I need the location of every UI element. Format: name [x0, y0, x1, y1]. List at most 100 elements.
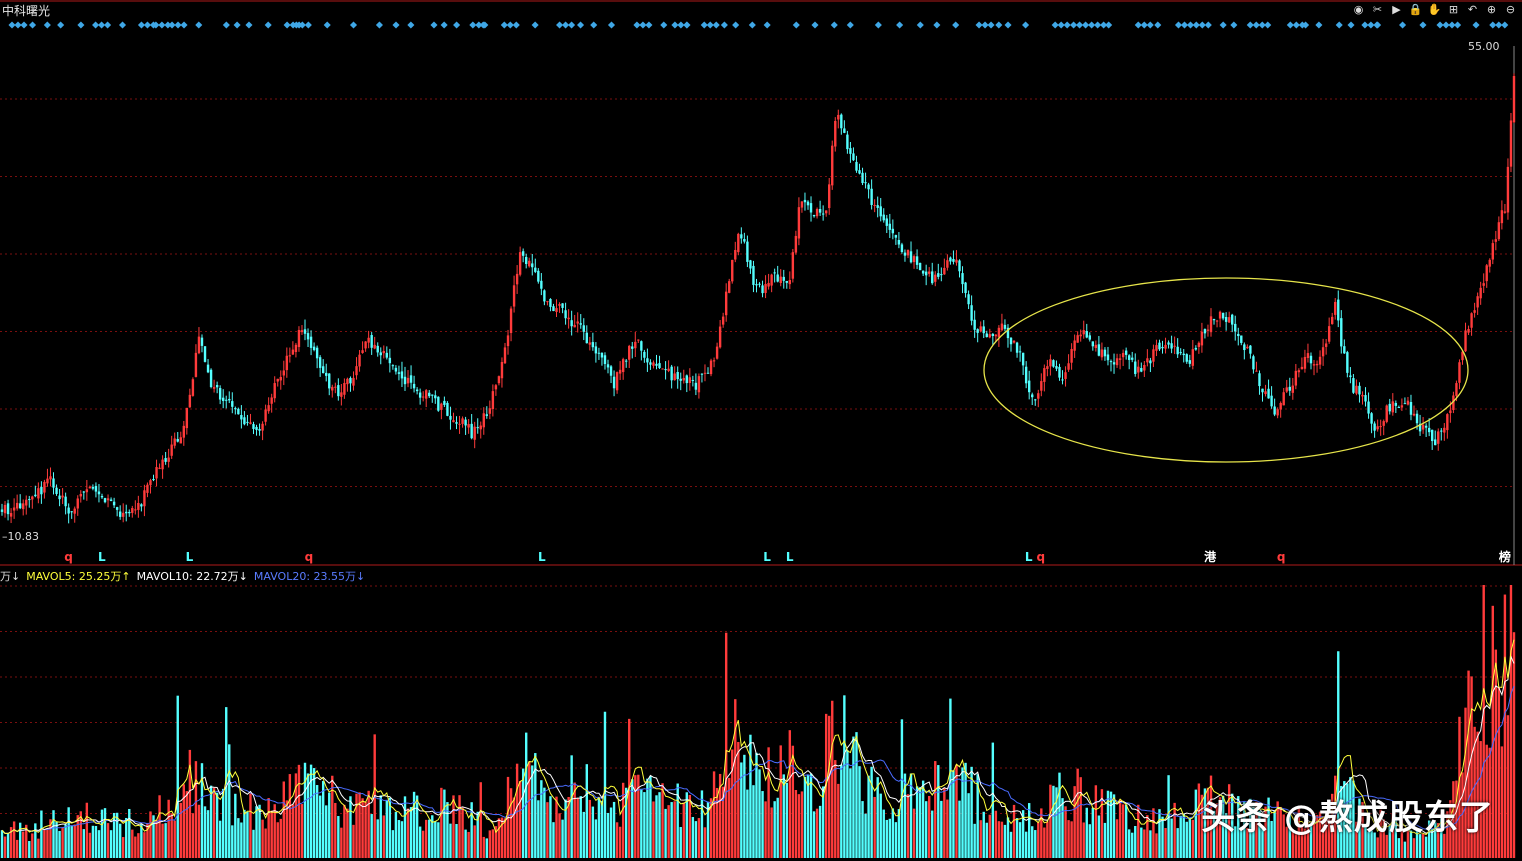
volume-bar: [1070, 821, 1073, 858]
candle-body: [573, 324, 576, 328]
candle-body: [249, 422, 252, 424]
candle-body: [170, 444, 173, 456]
candle-body: [834, 120, 837, 147]
volume-bar: [37, 838, 40, 858]
candle-body: [500, 362, 504, 379]
event-marker-icon: [531, 21, 539, 29]
event-marker-icon: [1315, 21, 1323, 29]
volume-bar: [52, 810, 55, 858]
volume-bar: [1000, 821, 1004, 858]
candle-body: [1294, 370, 1298, 386]
candle-body: [1112, 362, 1116, 365]
candle-body: [328, 373, 331, 389]
candle-body: [1049, 359, 1052, 367]
volume-bar: [1294, 834, 1298, 858]
volume-bar: [1358, 798, 1361, 858]
volume-bar: [1140, 827, 1143, 858]
candle-body: [206, 364, 210, 373]
candle-body: [364, 341, 367, 349]
volume-bar: [843, 695, 846, 858]
volume-bar: [800, 791, 804, 858]
candle-body: [821, 213, 825, 215]
candle-body: [28, 499, 31, 501]
candle-body: [1106, 354, 1110, 361]
candle-body: [182, 425, 186, 438]
candle-body: [528, 260, 531, 267]
candle-body: [434, 395, 437, 399]
volume-bar: [867, 775, 870, 858]
volume-bar: [428, 819, 431, 858]
mavol5-label: MAVOL5: 25.25万↑: [26, 570, 131, 583]
volume-bar: [552, 822, 555, 858]
watermark: 头条 @熬成股东了: [1201, 798, 1494, 838]
volume-bar: [146, 822, 149, 858]
candle-body: [9, 513, 13, 517]
event-marker-icon: [440, 21, 448, 29]
volume-bar: [703, 827, 707, 858]
volume-bar: [246, 812, 249, 858]
volume-bar: [676, 783, 679, 858]
eye-icon[interactable]: ◉: [1353, 3, 1364, 16]
volume-bar: [1315, 814, 1319, 858]
event-marker-icon: [1472, 21, 1480, 29]
candle-body: [534, 267, 537, 272]
volume-unit: 万↓: [0, 570, 21, 583]
volume-bar: [803, 776, 807, 858]
candle-body: [1412, 413, 1416, 416]
event-marker-icon: [479, 21, 487, 29]
candle-body: [97, 491, 101, 495]
event-label: q: [1036, 550, 1045, 564]
volume-bar: [1385, 834, 1388, 858]
volume-bar: [82, 829, 86, 858]
zoom-out-icon[interactable]: ⊖: [1505, 3, 1516, 16]
candle-body: [1161, 346, 1164, 349]
zoom-in-icon[interactable]: ⊕: [1486, 3, 1497, 16]
plus-box-icon[interactable]: ⊞: [1448, 3, 1459, 16]
candle-body: [1282, 392, 1285, 406]
candle-body: [412, 383, 416, 389]
volume-bar: [1267, 797, 1270, 858]
volume-bar: [943, 788, 946, 858]
volume-bar: [234, 793, 237, 858]
volume-bar: [418, 826, 422, 858]
volume-bar: [100, 809, 104, 858]
volume-bar: [531, 765, 534, 858]
candle-body: [1215, 320, 1219, 322]
volume-bar: [658, 792, 661, 858]
candle-body: [437, 396, 440, 411]
event-marker-icon: [245, 21, 253, 29]
candle-body: [585, 332, 589, 344]
candle-body: [631, 346, 634, 349]
candle-body: [137, 502, 140, 510]
volume-bar: [1391, 813, 1394, 858]
candle-body: [1164, 344, 1167, 349]
candle-body: [122, 512, 125, 517]
event-marker-icon: [732, 21, 740, 29]
hand-icon[interactable]: ✋: [1427, 3, 1442, 16]
volume-bar: [1455, 780, 1458, 858]
candle-body: [643, 351, 646, 358]
volume-bar: [567, 796, 570, 858]
candle-body: [1182, 353, 1185, 356]
candle-body: [1512, 76, 1516, 123]
volume-bar: [1440, 814, 1443, 858]
candle-body: [1058, 366, 1061, 378]
volume-bar: [597, 797, 601, 858]
lock-icon[interactable]: 🔒: [1408, 3, 1423, 16]
candle-body: [191, 379, 195, 396]
candle-body: [200, 337, 204, 346]
play-icon[interactable]: ▶: [1392, 3, 1401, 16]
scissors-icon[interactable]: ✂: [1372, 3, 1383, 16]
candle-body: [264, 409, 267, 422]
volume-bar: [137, 833, 140, 858]
candle-body: [858, 170, 861, 174]
candle-body: [776, 274, 779, 282]
candle-body: [955, 259, 958, 263]
candle-body: [618, 369, 622, 374]
candle-body: [1382, 421, 1385, 426]
volume-bar: [115, 812, 119, 858]
volume-bar: [70, 825, 73, 858]
undo-icon[interactable]: ↶: [1467, 3, 1478, 16]
volume-bar: [1482, 585, 1485, 858]
